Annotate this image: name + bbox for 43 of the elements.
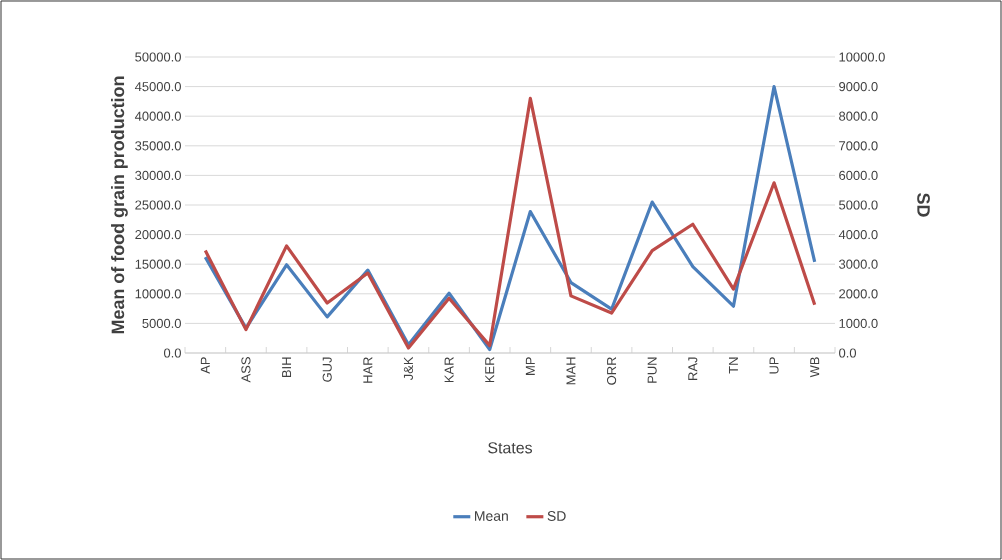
y-tick-label: 50000.0	[135, 52, 181, 62]
legend-label: SD	[547, 511, 566, 521]
y-tick-label: 30000.0	[135, 170, 181, 180]
x-tick-label: RAJ	[688, 357, 698, 380]
x-tick-label: BIH	[282, 357, 292, 378]
y2-tick-label: 4000.0	[838, 230, 878, 240]
y-tick-label: 35000.0	[135, 141, 181, 151]
y-tick-label: 15000.0	[135, 259, 181, 269]
y-tick-label: 25000.0	[135, 200, 181, 210]
x-tick-label: J&K	[403, 356, 413, 381]
y2-tick-label: 10000.0	[839, 52, 885, 62]
y2-axis-title: SD	[917, 193, 930, 217]
y2-tick-label: 2000.0	[839, 289, 878, 299]
y2-tick-label: 8000.0	[839, 111, 878, 121]
x-tick-label: AP	[200, 357, 210, 374]
x-tick-label: WB	[810, 357, 820, 378]
x-axis-title: States	[488, 442, 533, 454]
y-tick-label: 5000.0	[142, 318, 181, 328]
y2-tick-label: 7000.0	[839, 141, 878, 151]
y-tick-label: 20000.0	[135, 230, 181, 240]
x-tick-label: HAR	[363, 357, 373, 383]
x-tick-label: TN	[728, 357, 738, 374]
y2-tick-label: 9000.0	[839, 82, 878, 92]
x-tick-label: MAH	[566, 357, 576, 385]
y2-tick-label: 3000.0	[839, 259, 878, 269]
y-tick-label: 0.0	[163, 348, 181, 358]
y-tick-label: 10000.0	[135, 289, 181, 299]
x-tick-label: MP	[525, 357, 535, 375]
x-tick-label: ORR	[606, 357, 617, 385]
y2-tick-label: 5000.0	[839, 200, 878, 210]
y-tick-label: 40000.0	[134, 111, 181, 121]
y-axis-title: Mean of food grain production	[111, 76, 128, 334]
x-tick-label: GUJ	[322, 357, 332, 382]
y2-tick-label: 1000.0	[839, 318, 878, 328]
legend-label: Mean	[475, 511, 508, 521]
y2-tick-label: 6000.0	[839, 170, 878, 180]
y-tick-label: 45000.0	[134, 82, 181, 92]
x-tick-label: UP	[769, 357, 779, 374]
y2-tick-label: 0.0	[839, 348, 857, 358]
x-tick-label: ASS	[241, 357, 251, 383]
x-tick-label: KAR	[444, 357, 454, 383]
x-tick-label: KER	[485, 357, 495, 383]
x-tick-label: PUN	[647, 357, 657, 383]
